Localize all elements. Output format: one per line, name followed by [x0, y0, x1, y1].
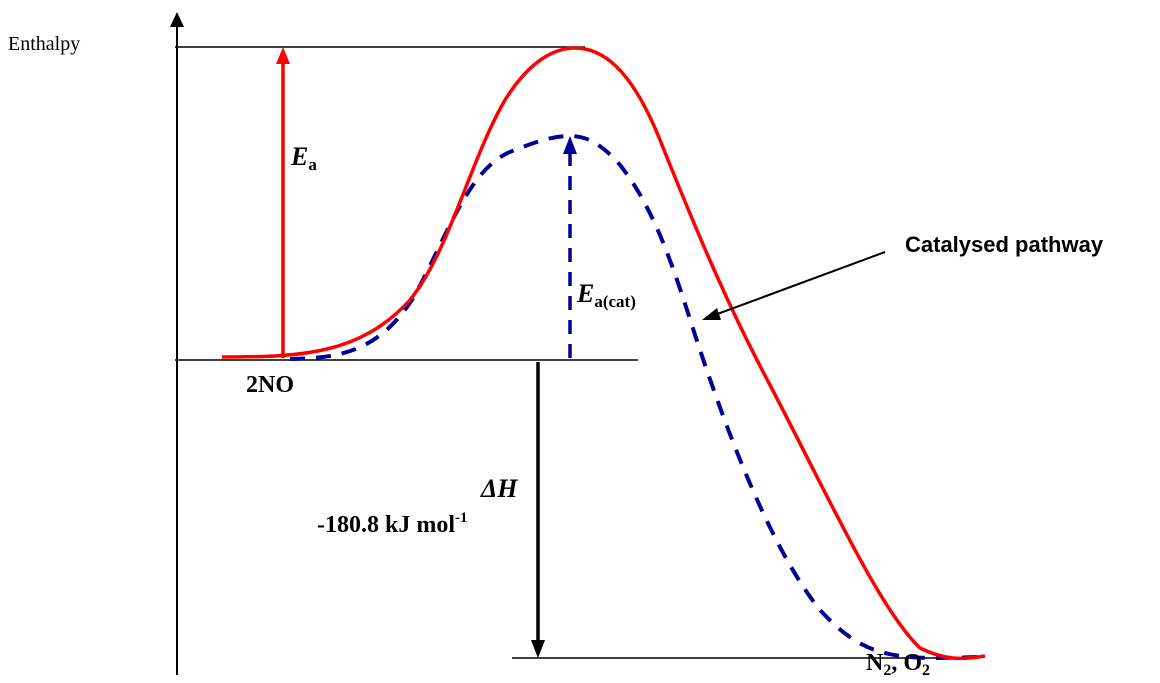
enthalpy-change-value-exp: -1	[455, 510, 468, 526]
enthalpy-change-arrowhead	[531, 640, 545, 658]
activation-energy-arrowhead	[276, 47, 290, 64]
reactants-label: 2NO	[246, 372, 294, 398]
catalysed-pathway-curve	[289, 133, 981, 661]
products-label: N2, O2	[866, 650, 930, 679]
catalysed-callout-arrowhead	[702, 308, 721, 320]
catalysed-activation-energy-label-sub: a(cat)	[594, 292, 636, 311]
y-axis-label: Enthalpy	[8, 33, 80, 55]
enthalpy-change-symbol: ΔH	[480, 474, 518, 503]
products-label-n-sub: 2	[883, 662, 891, 679]
products-label-n: N	[866, 650, 884, 676]
y-axis-arrowhead	[170, 12, 184, 27]
activation-energy-label-main: E	[290, 142, 308, 171]
catalysed-activation-energy-label: Ea(cat)	[576, 279, 636, 311]
activation-energy-label-sub: a	[308, 155, 317, 174]
uncatalysed-pathway-curve	[221, 46, 986, 661]
catalysed-activation-energy-arrowhead	[563, 136, 577, 154]
enthalpy-change-value: -180.8 kJ mol-1	[317, 510, 468, 538]
catalysed-pathway-label: Catalysed pathway	[905, 232, 1104, 257]
catalysed-callout-arrow	[711, 251, 886, 317]
catalysed-activation-energy-label-main: E	[576, 279, 594, 308]
enthalpy-change-value-main: -180.8 kJ mol	[317, 512, 455, 538]
products-label-o-sub: 2	[922, 662, 930, 679]
activation-energy-label: Ea	[290, 142, 317, 174]
products-label-sep: , O	[891, 650, 922, 676]
